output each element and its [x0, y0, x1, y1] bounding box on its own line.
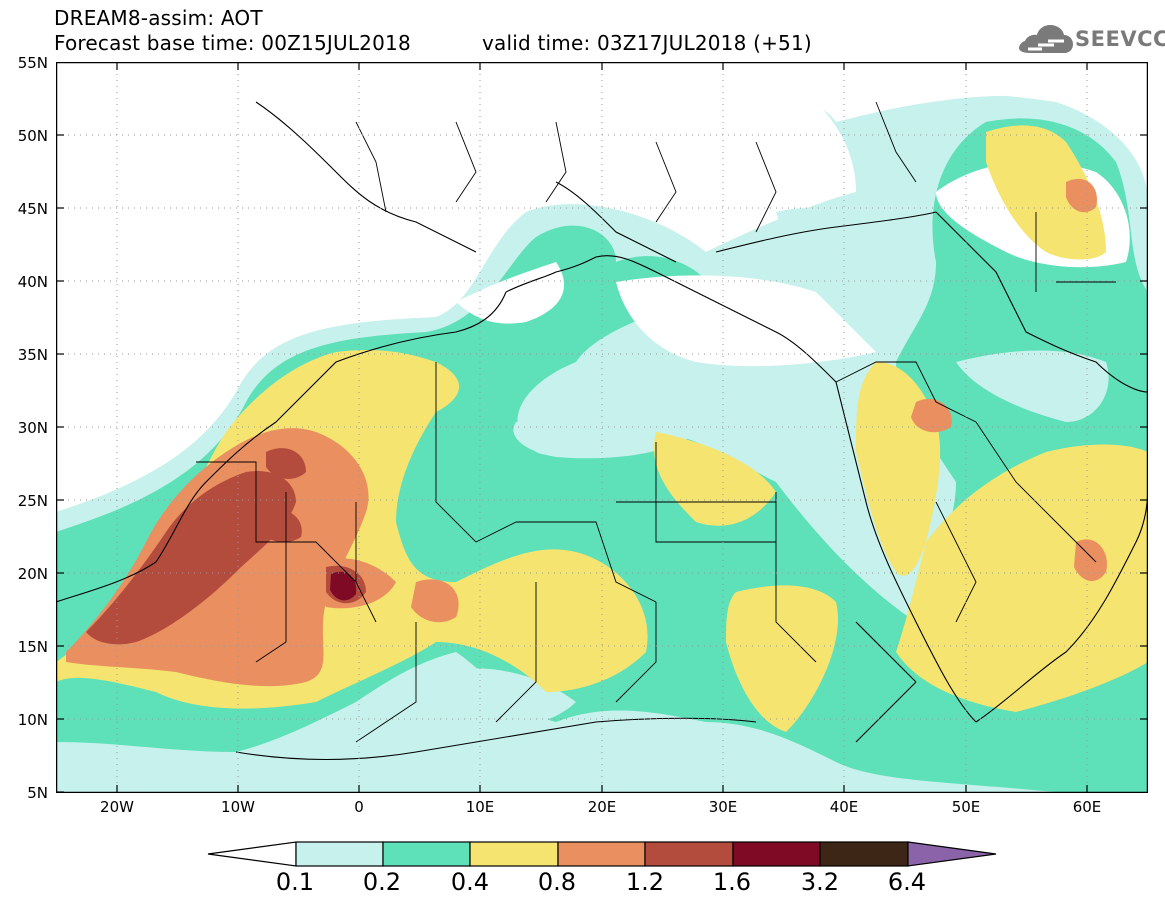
lon-label-20w: 20W	[100, 798, 134, 816]
aot-layer-1-6	[330, 571, 357, 601]
colorbar-label-6-4: 6.4	[887, 868, 927, 896]
colorbar-label-0-4: 0.4	[450, 868, 490, 896]
lon-label-40e: 40E	[829, 798, 859, 816]
lon-label-50e: 50E	[951, 798, 981, 816]
lat-label-55n: 55N	[17, 54, 48, 72]
colorbar-swatch-0-4	[469, 841, 559, 867]
colorbar-swatch-3-2	[819, 841, 909, 867]
lon-label-30e: 30E	[708, 798, 738, 816]
aot-colorbar	[207, 841, 997, 867]
forecast-base-time: Forecast base time: 00Z15JUL2018	[54, 31, 411, 55]
lon-label-20e: 20E	[587, 798, 617, 816]
lat-label-25n: 25N	[17, 492, 48, 510]
colorbar-swatch-0-2	[382, 841, 471, 867]
colorbar-label-0-2: 0.2	[362, 868, 402, 896]
logo-text: SEEVCCC	[1075, 27, 1165, 51]
colorbar-swatch-0-8	[557, 841, 646, 867]
lat-label-35n: 35N	[17, 346, 48, 364]
country-borders	[196, 101, 1116, 743]
colorbar-swatch-1-2	[644, 841, 734, 867]
lat-label-45n: 45N	[17, 200, 48, 218]
valid-time: valid time: 03Z17JUL2018 (+51)	[482, 31, 812, 55]
axis-ticks	[56, 62, 1148, 793]
lon-label-10w: 10W	[221, 798, 255, 816]
lat-label-5n: 5N	[27, 784, 48, 802]
lat-label-10n: 10N	[17, 711, 48, 729]
map-title: DREAM8-assim: AOT	[54, 6, 263, 30]
coastlines	[56, 101, 1148, 761]
colorbar-swatch-0-1	[295, 841, 384, 867]
colorbar-high-arrow	[907, 841, 997, 867]
colorbar-label-0-8: 0.8	[537, 868, 577, 896]
lat-label-50n: 50N	[17, 127, 48, 145]
colorbar-label-1-6: 1.6	[712, 868, 752, 896]
lat-label-20n: 20N	[17, 565, 48, 583]
colorbar-label-1-2: 1.2	[625, 868, 665, 896]
cloud-icon	[1019, 25, 1073, 53]
lon-label-0: 0	[354, 798, 364, 816]
lon-label-10e: 10E	[465, 798, 495, 816]
aot-map	[56, 62, 1148, 793]
lon-label-60e: 60E	[1072, 798, 1102, 816]
lat-label-30n: 30N	[17, 419, 48, 437]
lat-label-40n: 40N	[17, 273, 48, 291]
lat-label-15n: 15N	[17, 638, 48, 656]
colorbar-low-arrow	[207, 841, 297, 867]
colorbar-label-3-2: 3.2	[800, 868, 840, 896]
colorbar-label-0-1: 0.1	[275, 868, 315, 896]
colorbar-swatch-1-6	[732, 841, 821, 867]
graticule	[56, 62, 1148, 793]
seevccc-logo: SEEVCCC	[1018, 23, 1165, 59]
